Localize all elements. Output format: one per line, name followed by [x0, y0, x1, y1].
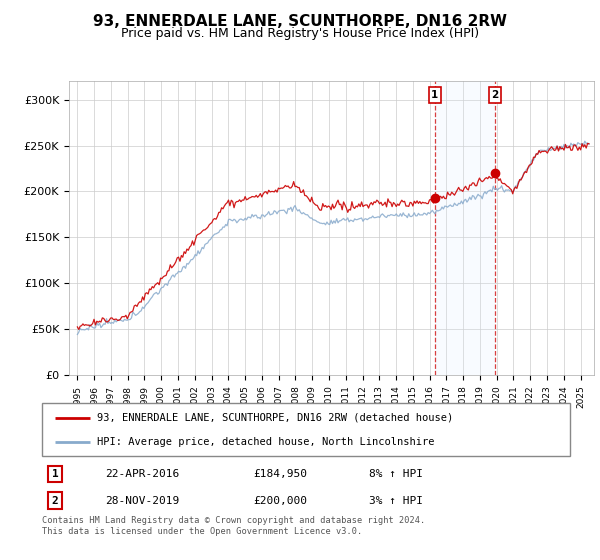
- Text: 3% ↑ HPI: 3% ↑ HPI: [370, 496, 424, 506]
- Text: £184,950: £184,950: [253, 469, 307, 479]
- Text: 93, ENNERDALE LANE, SCUNTHORPE, DN16 2RW: 93, ENNERDALE LANE, SCUNTHORPE, DN16 2RW: [93, 14, 507, 29]
- Text: 28-NOV-2019: 28-NOV-2019: [106, 496, 179, 506]
- Bar: [435, 81, 495, 375]
- Text: 2: 2: [52, 496, 59, 506]
- Text: 93, ENNERDALE LANE, SCUNTHORPE, DN16 2RW (detached house): 93, ENNERDALE LANE, SCUNTHORPE, DN16 2RW…: [97, 413, 454, 423]
- Text: 1: 1: [52, 469, 59, 479]
- Text: 8% ↑ HPI: 8% ↑ HPI: [370, 469, 424, 479]
- Text: 2: 2: [491, 90, 499, 100]
- Text: 22-APR-2016: 22-APR-2016: [106, 469, 179, 479]
- Text: HPI: Average price, detached house, North Lincolnshire: HPI: Average price, detached house, Nort…: [97, 437, 435, 447]
- Text: £200,000: £200,000: [253, 496, 307, 506]
- Text: Price paid vs. HM Land Registry's House Price Index (HPI): Price paid vs. HM Land Registry's House …: [121, 27, 479, 40]
- Text: Contains HM Land Registry data © Crown copyright and database right 2024.
This d: Contains HM Land Registry data © Crown c…: [42, 516, 425, 536]
- Text: 1: 1: [431, 90, 439, 100]
